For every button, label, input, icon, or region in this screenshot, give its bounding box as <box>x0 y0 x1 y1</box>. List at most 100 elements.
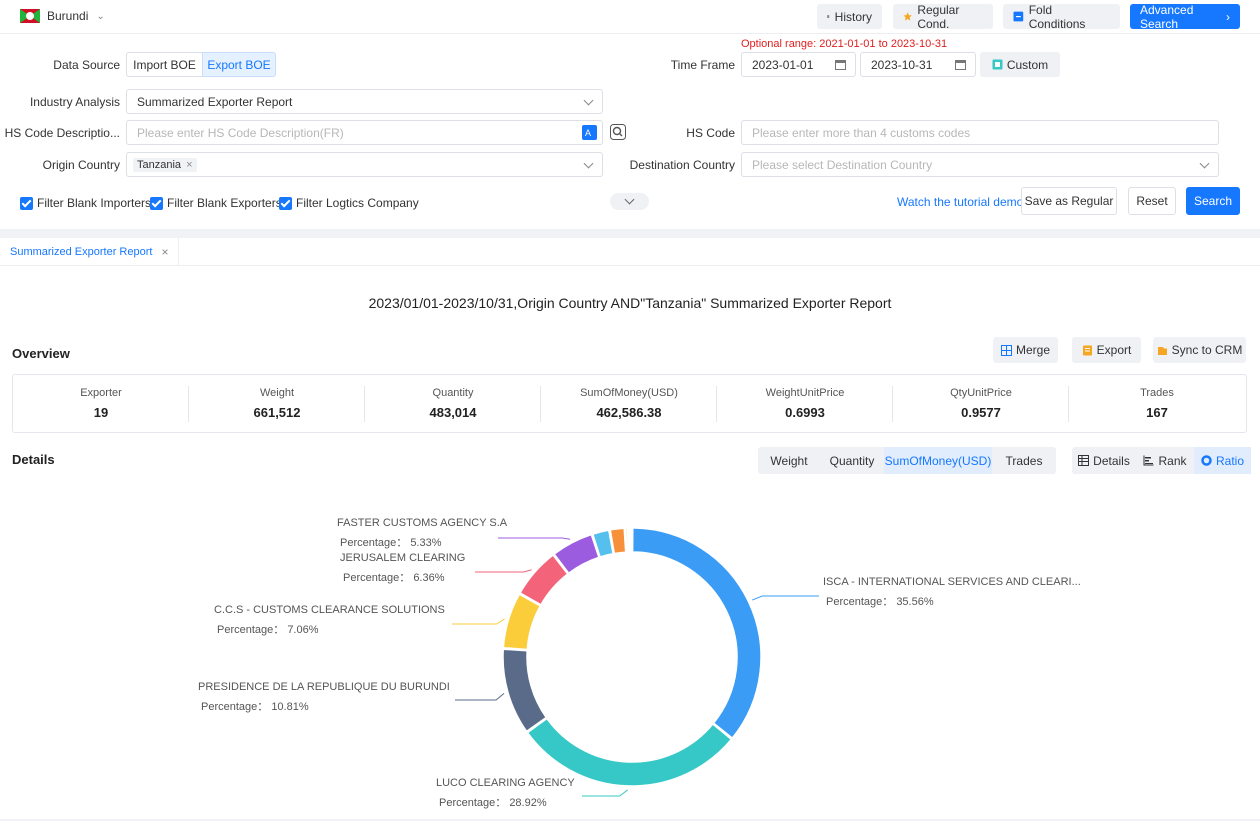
slice-name-label: LUCO CLEARING AGENCY <box>436 777 575 789</box>
donut-slice[interactable] <box>624 527 630 553</box>
advanced-search-label: Advanced Search <box>1140 2 1194 31</box>
stat-value: 167 <box>1146 405 1168 420</box>
hs-code-input[interactable]: Please enter more than 4 customs codes <box>741 120 1219 145</box>
custom-range-button[interactable]: Custom <box>980 52 1060 77</box>
donut-slice[interactable] <box>609 527 627 555</box>
tutorial-demo-link[interactable]: Watch the tutorial demo <box>897 195 1024 209</box>
export-label: Export <box>1096 343 1132 357</box>
industry-analysis-select[interactable]: Summarized Exporter Report <box>126 89 603 114</box>
stat-value: 0.9577 <box>961 405 1001 420</box>
optional-range: Optional range: 2021-01-01 to 2023-10-31 <box>741 38 948 50</box>
divider <box>1068 386 1069 422</box>
donut-slice[interactable] <box>628 527 632 553</box>
stat-exporter: Exporter 19 <box>13 375 189 434</box>
custom-label: Custom <box>1006 57 1049 72</box>
donut-slice[interactable] <box>519 553 569 606</box>
hs-code-label: HS Code <box>686 126 735 140</box>
custom-icon <box>992 59 1003 70</box>
import-boe-toggle[interactable]: Import BOE <box>126 52 203 77</box>
tab-label: Summarized Exporter Report <box>10 246 153 258</box>
stat-weight: Weight 661,512 <box>189 375 365 434</box>
sync-to-crm-button[interactable]: Sync to CRM <box>1153 337 1246 363</box>
start-date-input[interactable]: 2023-01-01 <box>741 52 856 77</box>
advanced-search-button[interactable]: Advanced Search › <box>1130 2 1240 31</box>
translate-icon[interactable]: A <box>582 125 597 140</box>
sync-icon <box>1157 346 1167 355</box>
save-as-regular-button[interactable]: Save as Regular <box>1021 187 1117 215</box>
stat-label: Weight <box>259 387 295 399</box>
sync-to-crm-label: Sync to CRM <box>1171 343 1243 357</box>
close-icon[interactable]: × <box>161 245 169 259</box>
stat-trades: Trades 167 <box>1069 375 1245 434</box>
hs-code-placeholder: Please enter more than 4 customs codes <box>752 125 971 140</box>
tab-sum-of-money[interactable]: SumOfMoney(USD) <box>884 447 992 474</box>
star-icon <box>903 12 912 21</box>
hs-code-description-input[interactable]: Please enter HS Code Description(FR) A <box>126 120 603 145</box>
merge-label: Merge <box>1015 343 1050 357</box>
tag-close-icon[interactable]: × <box>186 158 193 171</box>
stat-sum-of-money: SumOfMoney(USD) 462,586.38 <box>541 375 717 434</box>
fold-conditions-label: Fold Conditions <box>1028 2 1086 31</box>
tab-summarized-exporter-report[interactable]: Summarized Exporter Report × <box>0 238 180 266</box>
origin-country-select[interactable]: Tanzania × <box>126 152 603 177</box>
stat-qty-unit-price: QtyUnitPrice 0.9577 <box>893 375 1069 434</box>
export-button[interactable]: Export <box>1072 337 1141 363</box>
stat-label: WeightUnitPrice <box>765 387 845 399</box>
donut-slice[interactable] <box>526 717 733 787</box>
metric-tabs: Weight Quantity SumOfMoney(USD) Trades <box>758 447 1056 474</box>
label-leader-line <box>498 537 571 540</box>
label-leader-line <box>475 569 532 573</box>
regular-cond-button[interactable]: Regular Cond. <box>893 2 993 31</box>
report-tab-bar: Summarized Exporter Report × <box>0 238 1260 266</box>
search-form: Optional range: 2021-01-01 to 2023-10-31… <box>0 34 1260 229</box>
divider <box>892 386 893 422</box>
donut-slice[interactable] <box>631 527 762 740</box>
tab-trades[interactable]: Trades <box>1005 453 1043 468</box>
hs-code-search-icon[interactable] <box>610 124 626 140</box>
stat-weight-unit-price: WeightUnitPrice 0.6993 <box>717 375 893 434</box>
end-date-input[interactable]: 2023-10-31 <box>860 52 976 77</box>
tab-rank[interactable]: Rank <box>1136 447 1194 474</box>
slice-percentage-label: Percentage： 28.92% <box>439 797 547 809</box>
filter-blank-exporters-checkbox[interactable]: Filter Blank Exporters <box>150 196 282 210</box>
reset-button[interactable]: Reset <box>1128 187 1176 215</box>
regular-cond-label: Regular Cond. <box>917 2 960 31</box>
destination-country-select[interactable]: Please select Destination Country <box>741 152 1219 177</box>
label-leader-line <box>752 595 819 601</box>
rank-icon <box>1143 455 1154 466</box>
hs-code-description-label: HS Code Descriptio... <box>4 126 120 140</box>
slice-name-label: C.C.S - CUSTOMS CLEARANCE SOLUTIONS <box>214 604 445 616</box>
divider <box>716 386 717 422</box>
export-boe-toggle[interactable]: Export BOE <box>202 52 276 77</box>
fold-conditions-button[interactable]: Fold Conditions <box>1003 2 1120 31</box>
export-icon <box>1082 345 1092 355</box>
label-leader-line <box>452 618 505 625</box>
checkbox-checked-icon <box>20 196 33 210</box>
donut-slice[interactable] <box>502 593 542 651</box>
expand-conditions-toggle[interactable] <box>610 193 649 210</box>
slice-name-label: ISCA - INTERNATIONAL SERVICES AND CLEARI… <box>823 576 1081 588</box>
country-name: Burundi <box>47 9 89 23</box>
filter-blank-importers-checkbox[interactable]: Filter Blank Importers <box>20 196 151 210</box>
stat-value: 19 <box>93 405 109 420</box>
origin-country-tag: Tanzania × <box>133 157 197 172</box>
history-button[interactable]: History <box>817 4 882 29</box>
donut-slice[interactable] <box>502 648 548 733</box>
tab-ratio[interactable]: Ratio <box>1194 447 1251 474</box>
filter-logistics-company-checkbox[interactable]: Filter Logtics Company <box>279 196 419 210</box>
overview-panel: Exporter 19 Weight 661,512 Quantity 483,… <box>12 374 1247 433</box>
tab-quantity[interactable]: Quantity <box>829 453 875 468</box>
stat-value: 0.6993 <box>785 405 825 420</box>
filter-blank-exporters-label: Filter Blank Exporters <box>167 196 282 210</box>
donut-slice[interactable] <box>553 533 600 575</box>
search-button[interactable]: Search <box>1186 187 1240 215</box>
merge-icon <box>1000 344 1012 356</box>
tab-details[interactable]: Details <box>1072 447 1136 474</box>
tab-weight[interactable]: Weight <box>770 453 808 468</box>
bottom-divider <box>0 819 1260 821</box>
merge-button[interactable]: Merge <box>993 337 1058 363</box>
country-selector[interactable]: Burundi ⌄ <box>20 9 105 23</box>
stat-value: 661,512 <box>253 405 301 420</box>
donut-slice[interactable] <box>591 529 614 558</box>
details-title: Details <box>12 452 55 467</box>
